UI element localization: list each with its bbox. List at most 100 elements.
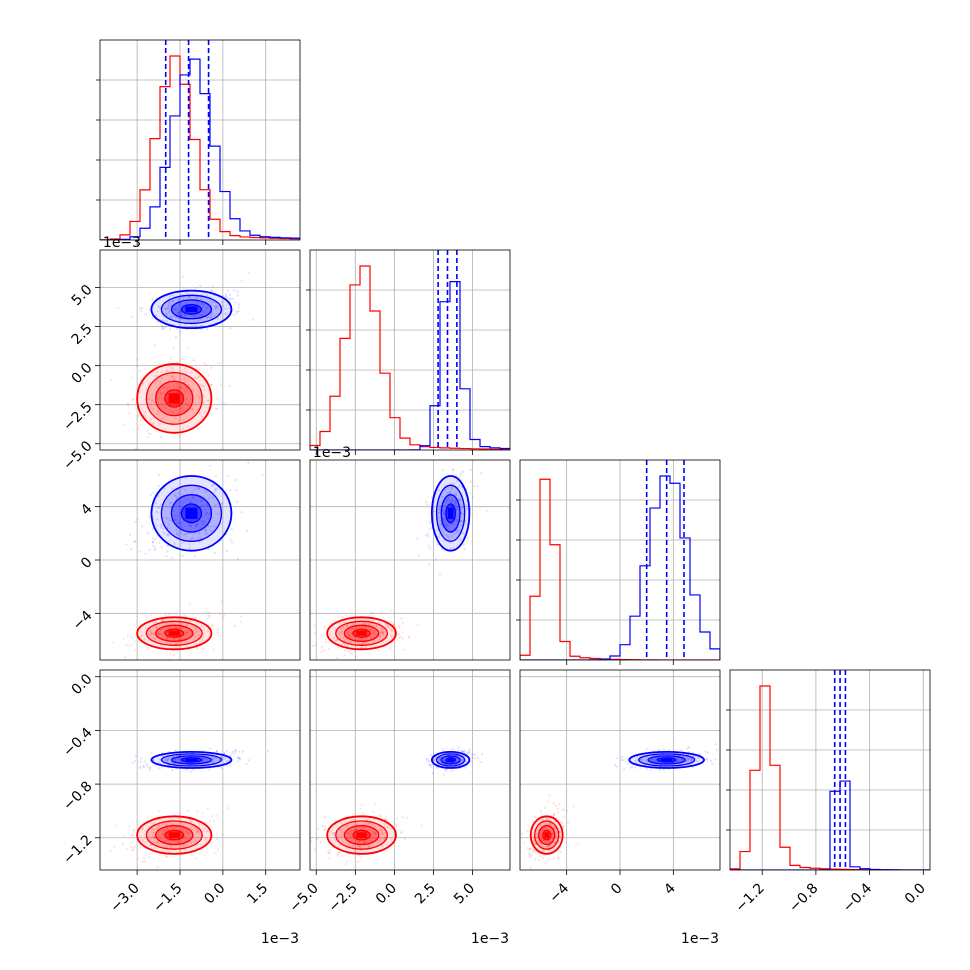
scatter-point	[155, 523, 158, 527]
scatter-point	[567, 821, 570, 824]
scatter-point	[165, 855, 168, 859]
scatter-point	[203, 362, 206, 365]
scatter-point	[548, 845, 551, 848]
scatter-point	[154, 841, 157, 844]
scatter-point	[182, 636, 186, 640]
scatter-point	[194, 532, 197, 535]
scatter-point	[210, 383, 213, 386]
scatter-point	[445, 521, 448, 524]
scatter-point	[196, 492, 199, 495]
scatter-point	[172, 294, 175, 297]
scatter-point	[157, 633, 160, 636]
scatter-point	[202, 639, 205, 642]
scatter-point	[346, 644, 349, 647]
scatter-point	[328, 632, 332, 635]
scatter-point	[206, 327, 209, 331]
scatter-point	[193, 555, 197, 558]
scatter-point	[548, 844, 551, 847]
scatter-point	[466, 537, 469, 540]
scatter-point	[186, 387, 189, 390]
scatter-point	[374, 833, 377, 836]
scatter-point	[148, 397, 151, 401]
scatter-point	[541, 828, 544, 831]
scatter-point	[179, 532, 183, 535]
scatter-point	[452, 547, 455, 550]
scatter-point	[370, 823, 374, 827]
scatter-point	[196, 408, 199, 411]
scatter-point	[537, 858, 541, 862]
scatter-point	[144, 841, 147, 844]
scatter-point	[241, 750, 245, 753]
scatter-point	[324, 815, 327, 818]
scatter-point	[464, 523, 467, 526]
scatter-point	[454, 501, 457, 504]
scatter-point	[440, 528, 444, 531]
scatter-point	[160, 545, 163, 549]
scatter-point	[211, 496, 215, 499]
scatter-point	[203, 521, 206, 524]
scatter-point	[704, 750, 707, 753]
scatter-point	[450, 535, 454, 538]
y-tick-label: −1.2	[60, 832, 95, 867]
scatter-point	[189, 827, 192, 830]
scatter-point	[541, 850, 544, 853]
scatter-point	[206, 758, 209, 761]
scatter-point	[190, 820, 193, 823]
scatter-point	[562, 808, 565, 811]
scatter-point	[430, 753, 433, 756]
scatter-point	[208, 768, 211, 772]
scatter-point	[380, 627, 383, 630]
scatter-point	[208, 300, 212, 303]
scatter-point	[667, 749, 671, 752]
scatter-point	[185, 630, 188, 634]
scatter-point	[122, 637, 125, 640]
scatter-point	[202, 757, 205, 760]
scatter-point	[381, 632, 384, 635]
scatter-point	[635, 759, 638, 762]
scatter-point	[425, 500, 428, 504]
scatter-point	[383, 837, 386, 840]
scatter-point	[179, 850, 182, 853]
scatter-point	[402, 648, 406, 651]
scatter-point	[355, 823, 358, 826]
scatter-point	[198, 540, 201, 543]
scatter-point	[346, 625, 349, 628]
scatter-point	[214, 307, 217, 310]
scatter-point	[650, 757, 653, 760]
scatter-point	[686, 759, 689, 762]
scatter-point	[172, 300, 175, 303]
scatter-point	[178, 304, 181, 307]
scatter-point	[185, 302, 188, 305]
scatter-point	[128, 644, 131, 648]
scatter-point	[461, 520, 464, 523]
scatter-point	[200, 324, 203, 327]
scatter-point	[228, 764, 231, 768]
scatter-point	[229, 297, 233, 301]
scatter-point	[531, 832, 534, 835]
scatter-point	[238, 757, 241, 760]
scatter-point	[157, 633, 160, 636]
scatter-point	[354, 835, 357, 838]
scatter-point	[132, 831, 136, 834]
scatter-point	[460, 524, 463, 527]
scatter-point	[657, 748, 660, 752]
scatter-point	[171, 411, 175, 414]
scatter-point	[532, 837, 535, 840]
scatter-point	[179, 314, 182, 317]
scatter-point	[158, 831, 161, 834]
scatter-point	[173, 638, 177, 641]
y-offset-label: 1e−3	[313, 445, 351, 461]
scatter-point	[706, 751, 709, 754]
scatter-point	[188, 295, 192, 298]
scatter-point	[188, 620, 191, 623]
scatter-point	[343, 621, 346, 624]
scatter-point	[179, 627, 182, 630]
scatter-point	[139, 767, 142, 770]
scatter-point	[187, 384, 190, 387]
scatter-point	[203, 411, 206, 414]
scatter-point	[215, 407, 218, 410]
scatter-point	[344, 862, 347, 866]
scatter-point	[209, 525, 212, 528]
scatter-point	[444, 518, 447, 521]
scatter-point	[621, 756, 624, 759]
